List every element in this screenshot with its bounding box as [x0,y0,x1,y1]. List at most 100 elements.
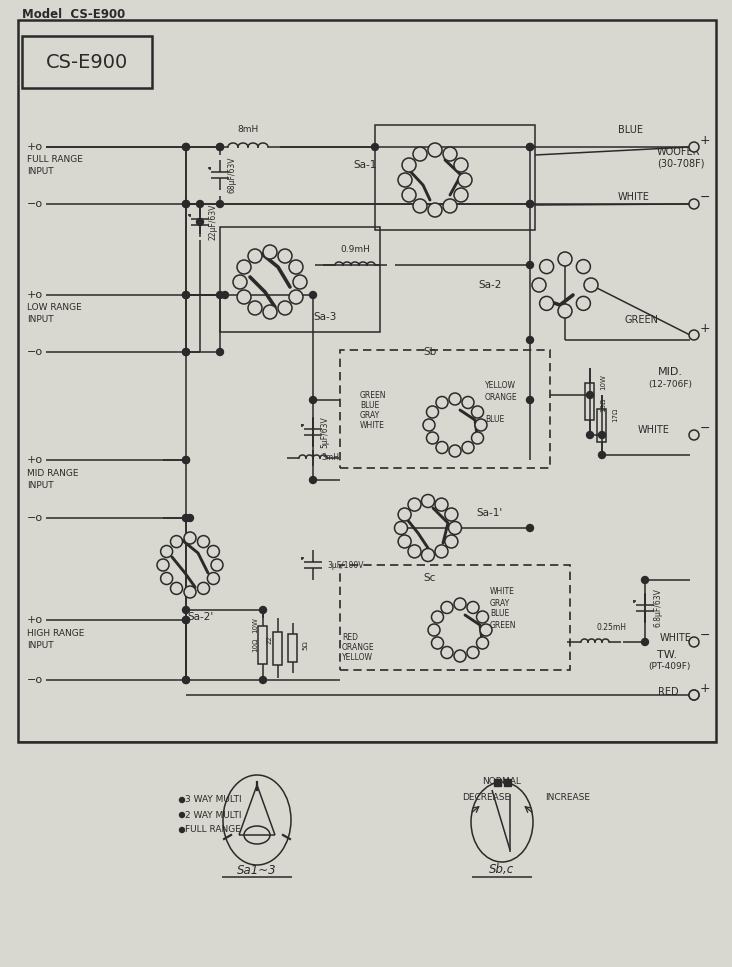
Circle shape [260,677,266,684]
Text: 10Ω: 10Ω [252,638,258,652]
Text: 2: 2 [439,502,444,507]
Circle shape [182,200,190,208]
Circle shape [248,249,262,263]
Circle shape [428,203,442,217]
Text: INPUT: INPUT [27,315,53,325]
Text: DECREASE: DECREASE [462,794,510,803]
Text: FULL RANGE: FULL RANGE [185,826,241,835]
Text: 2: 2 [430,409,435,415]
Circle shape [689,142,699,152]
Circle shape [398,173,412,187]
Circle shape [408,498,421,512]
Text: 7: 7 [581,299,586,308]
Circle shape [310,291,316,299]
Circle shape [462,442,474,454]
Circle shape [422,494,435,508]
Circle shape [260,606,266,613]
Bar [22,36,152,88]
Bar [220,227,380,332]
Text: Sa-1: Sa-1 [354,160,377,170]
Text: BLUE: BLUE [360,400,379,409]
Text: WHITE: WHITE [660,633,692,643]
Text: GRAY: GRAY [490,599,510,607]
Text: 11: 11 [239,264,249,270]
Text: 7: 7 [479,423,483,427]
Circle shape [263,245,277,259]
Circle shape [449,445,461,457]
Text: 11: 11 [400,512,408,517]
Circle shape [443,199,457,213]
Text: 10: 10 [397,525,405,531]
Text: 2: 2 [283,253,287,259]
Text: WHITE: WHITE [490,588,515,597]
Circle shape [237,290,251,304]
Text: +o: +o [27,290,43,300]
Text: GREEN: GREEN [360,391,386,399]
Text: FULL RANGE: FULL RANGE [27,156,83,164]
Circle shape [182,617,190,624]
Bar [504,779,511,786]
Text: 1: 1 [427,423,431,427]
Text: 4: 4 [453,396,457,401]
Circle shape [182,456,190,463]
Circle shape [198,536,209,547]
Text: NORMAL: NORMAL [482,777,521,786]
Text: 13Ω: 13Ω [600,397,606,412]
Circle shape [471,406,484,418]
Circle shape [641,576,649,583]
Text: 10W: 10W [600,374,606,390]
Bar [258,626,267,664]
Text: 5: 5 [459,192,463,198]
Circle shape [428,624,440,636]
Circle shape [539,259,553,274]
Text: 22: 22 [267,635,273,644]
Circle shape [454,650,466,662]
Circle shape [445,535,458,548]
Circle shape [207,545,220,558]
Circle shape [467,647,479,659]
Circle shape [198,582,209,595]
Circle shape [558,304,572,318]
Circle shape [182,143,190,151]
Text: 3: 3 [449,512,453,517]
Circle shape [443,147,457,161]
Circle shape [584,278,598,292]
Text: (30-708F): (30-708F) [657,159,704,169]
Circle shape [160,572,173,584]
Text: 1: 1 [201,540,206,544]
Text: 0.9mH: 0.9mH [340,246,370,254]
Bar [274,631,283,664]
Text: Sa1~3: Sa1~3 [237,864,277,876]
Text: 9: 9 [242,294,246,300]
Circle shape [398,535,411,548]
Circle shape [449,521,461,535]
Text: 6: 6 [448,203,452,209]
Text: 3: 3 [294,264,298,270]
Circle shape [454,598,466,610]
Circle shape [558,252,572,266]
Circle shape [441,647,453,659]
Circle shape [171,536,182,547]
Text: YELLOW: YELLOW [485,380,516,390]
Circle shape [526,524,534,532]
Text: GREEN: GREEN [490,621,517,630]
Circle shape [436,396,448,408]
Circle shape [586,392,594,398]
Text: WHITE: WHITE [618,192,650,202]
Circle shape [310,477,316,484]
Text: 1: 1 [458,601,462,606]
Circle shape [454,188,468,202]
Text: WOOFER: WOOFER [657,147,701,157]
Text: 8: 8 [476,435,479,441]
Circle shape [576,259,591,274]
Circle shape [689,430,699,440]
Text: 17Ω: 17Ω [612,408,618,423]
Text: −: − [700,190,711,203]
Circle shape [217,143,223,151]
Circle shape [576,296,591,310]
Circle shape [526,396,534,403]
Bar [597,408,607,442]
Circle shape [431,611,444,623]
Text: 7: 7 [268,309,272,315]
Text: Sa-3: Sa-3 [313,312,337,322]
